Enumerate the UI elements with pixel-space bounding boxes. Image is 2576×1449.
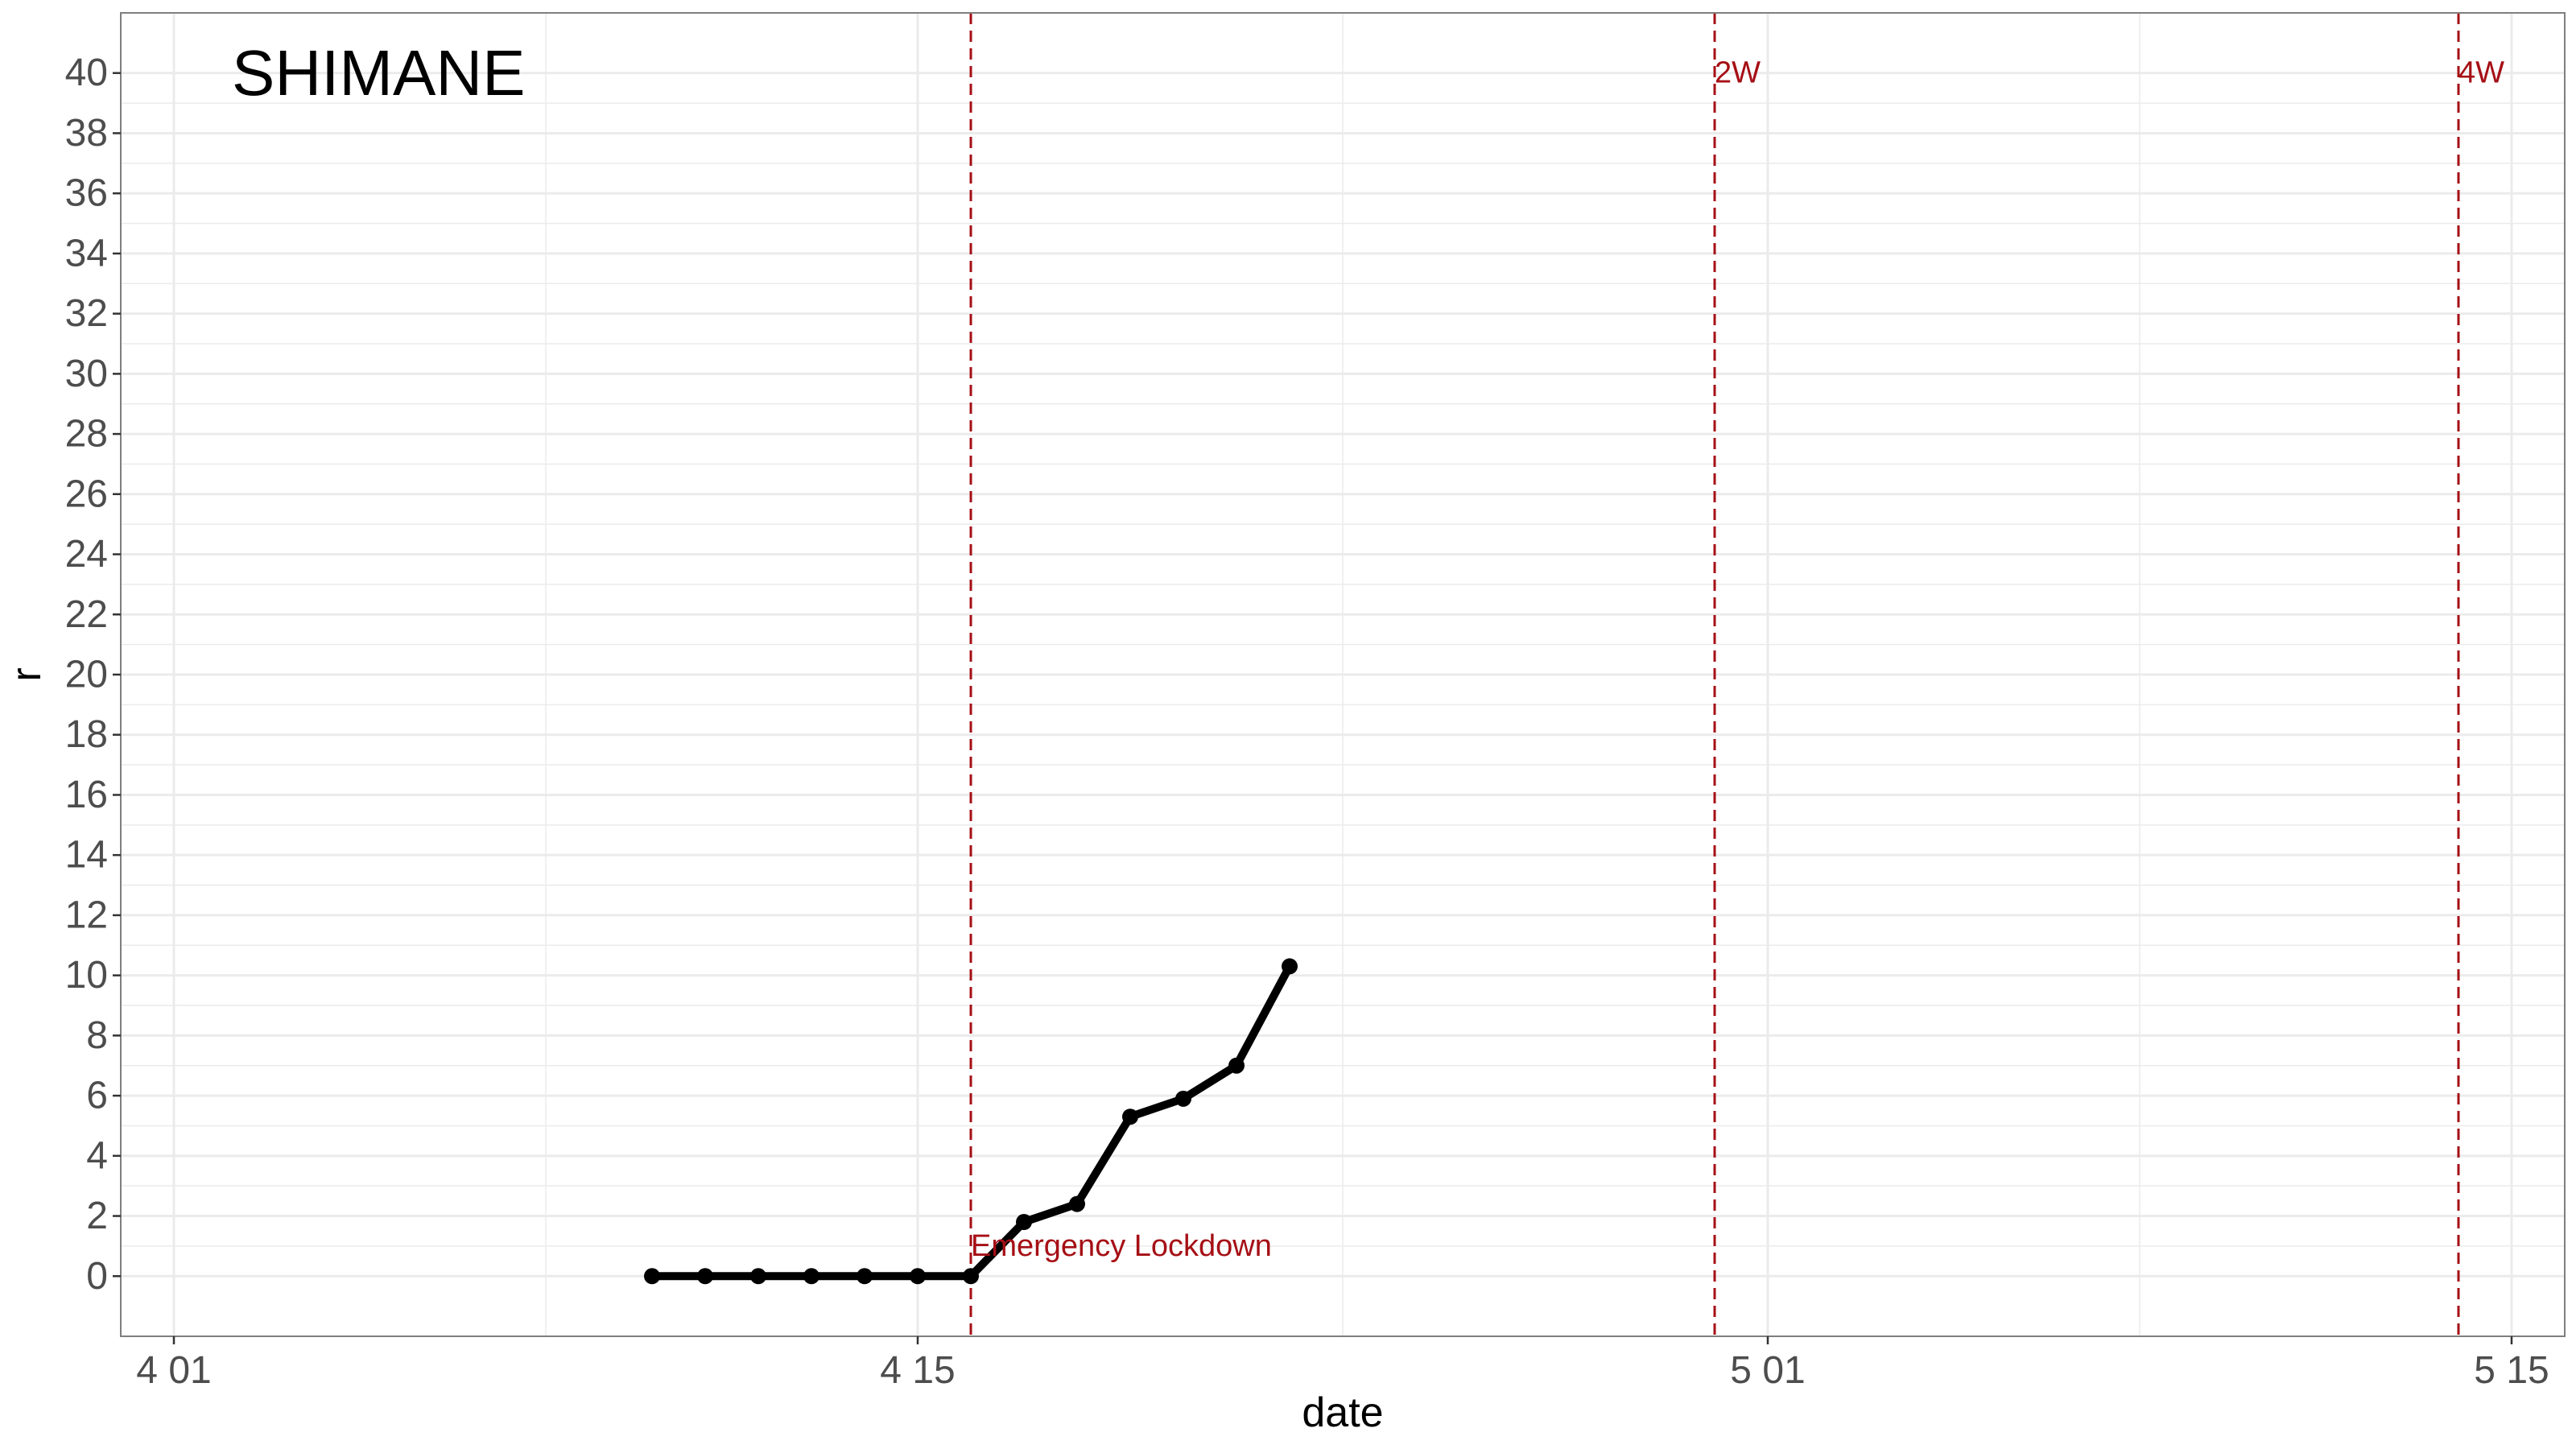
x-axis: 4 01 4 15 5 01 5 15	[136, 1336, 2549, 1392]
y-tick-label: 18	[65, 713, 108, 756]
chart-title: SHIMANE	[232, 37, 526, 109]
x-tick-label: 5 15	[2474, 1349, 2549, 1392]
reference-lines	[969, 13, 2460, 1336]
reference-line-label: Emergency Lockdown	[971, 1229, 1272, 1263]
y-tick-label: 14	[65, 834, 108, 877]
x-axis-title: date	[1302, 1389, 1383, 1436]
y-axis-title: r	[3, 667, 50, 681]
y-tick-label: 28	[65, 413, 108, 456]
y-tick-label: 34	[65, 232, 108, 275]
reference-line-label: 2W	[1715, 56, 1761, 90]
y-tick-label: 10	[65, 954, 108, 997]
y-tick-label: 2	[86, 1195, 108, 1237]
y-tick-label: 20	[65, 654, 108, 696]
series	[644, 958, 1298, 1285]
y-tick-label: 4	[86, 1134, 108, 1177]
y-tick-label: 36	[65, 172, 108, 215]
x-tick-label: 4 15	[880, 1349, 955, 1392]
x-tick-label: 5 01	[1730, 1349, 1805, 1392]
data-point	[1282, 958, 1298, 975]
data-point	[910, 1268, 926, 1285]
y-tick-label: 16	[65, 774, 108, 816]
y-tick-label: 0	[86, 1255, 108, 1298]
y-tick-label: 40	[65, 52, 108, 94]
y-tick-label: 8	[86, 1014, 108, 1057]
y-tick-label: 24	[65, 533, 108, 576]
y-tick-label: 38	[65, 112, 108, 155]
x-tick-label: 4 01	[136, 1349, 211, 1392]
y-tick-label: 6	[86, 1075, 108, 1117]
y-tick-label: 12	[65, 894, 108, 936]
data-point	[1069, 1195, 1085, 1212]
data-point	[1175, 1090, 1191, 1107]
data-point	[644, 1268, 660, 1285]
data-point	[1122, 1108, 1138, 1125]
y-tick-label: 32	[65, 292, 108, 335]
reference-line-label: 4W	[2458, 56, 2504, 90]
data-point	[697, 1268, 713, 1285]
data-point	[963, 1268, 979, 1285]
annotations: Emergency Lockdown 2W 4W	[971, 56, 2504, 1263]
data-point	[1228, 1057, 1245, 1074]
grid	[121, 13, 2565, 1336]
data-point	[1016, 1214, 1032, 1231]
data-point	[803, 1268, 819, 1285]
y-tick-label: 26	[65, 473, 108, 515]
data-point	[750, 1268, 766, 1285]
y-tick-label: 30	[65, 353, 108, 395]
data-point	[857, 1268, 873, 1285]
y-tick-label: 22	[65, 593, 108, 636]
